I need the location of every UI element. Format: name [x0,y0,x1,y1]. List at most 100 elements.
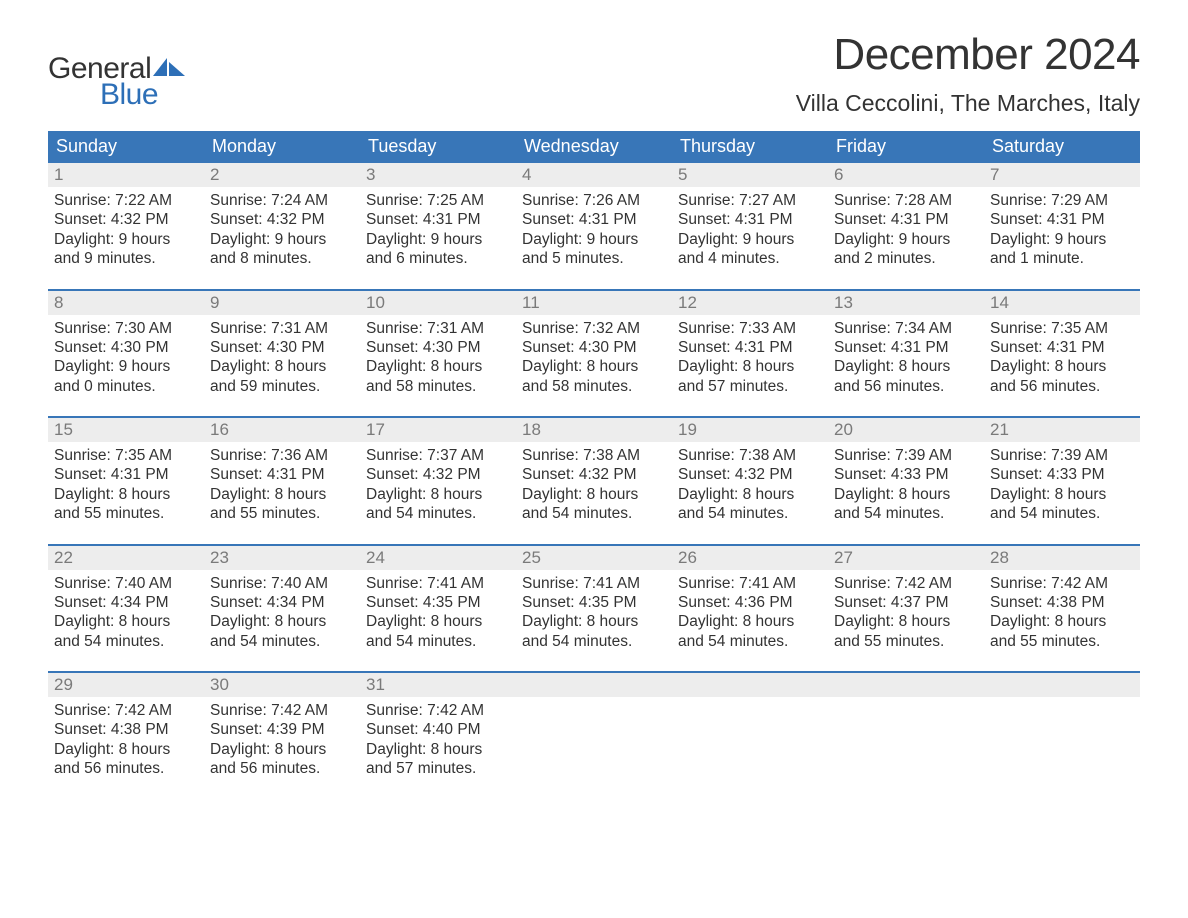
day-number [828,673,984,697]
day-sunset: Sunset: 4:35 PM [366,593,510,612]
day-sunrise: Sunrise: 7:35 AM [990,319,1134,338]
day-sunrise: Sunrise: 7:40 AM [54,574,198,593]
day-sunrise: Sunrise: 7:42 AM [210,701,354,720]
weekday-header: Saturday [984,131,1140,163]
day-d1: Daylight: 8 hours [210,485,354,504]
calendar-day [516,673,672,785]
day-sunset: Sunset: 4:31 PM [990,338,1134,357]
page-title: December 2024 [796,30,1140,80]
day-body: Sunrise: 7:42 AMSunset: 4:40 PMDaylight:… [360,697,516,785]
day-body: Sunrise: 7:42 AMSunset: 4:39 PMDaylight:… [204,697,360,785]
day-sunset: Sunset: 4:31 PM [522,210,666,229]
day-d2: and 54 minutes. [210,632,354,651]
day-sunset: Sunset: 4:30 PM [54,338,198,357]
day-sunrise: Sunrise: 7:31 AM [366,319,510,338]
day-sunset: Sunset: 4:33 PM [834,465,978,484]
day-body: Sunrise: 7:35 AMSunset: 4:31 PMDaylight:… [48,442,204,530]
weeks-container: 1Sunrise: 7:22 AMSunset: 4:32 PMDaylight… [48,163,1140,785]
calendar-day: 15Sunrise: 7:35 AMSunset: 4:31 PMDayligh… [48,418,204,530]
day-number: 21 [984,418,1140,442]
calendar-day: 19Sunrise: 7:38 AMSunset: 4:32 PMDayligh… [672,418,828,530]
day-sunrise: Sunrise: 7:42 AM [366,701,510,720]
day-body: Sunrise: 7:30 AMSunset: 4:30 PMDaylight:… [48,315,204,403]
day-d1: Daylight: 9 hours [54,357,198,376]
day-number: 16 [204,418,360,442]
day-d1: Daylight: 8 hours [990,612,1134,631]
day-body: Sunrise: 7:22 AMSunset: 4:32 PMDaylight:… [48,187,204,275]
day-sunrise: Sunrise: 7:42 AM [990,574,1134,593]
day-sunrise: Sunrise: 7:34 AM [834,319,978,338]
day-number: 17 [360,418,516,442]
weekday-header: Tuesday [360,131,516,163]
calendar-day: 10Sunrise: 7:31 AMSunset: 4:30 PMDayligh… [360,291,516,403]
calendar-day: 4Sunrise: 7:26 AMSunset: 4:31 PMDaylight… [516,163,672,275]
day-sunset: Sunset: 4:37 PM [834,593,978,612]
brand-logo: General Blue [48,52,187,112]
day-d1: Daylight: 8 hours [366,357,510,376]
day-sunset: Sunset: 4:30 PM [366,338,510,357]
day-number: 2 [204,163,360,187]
day-body: Sunrise: 7:31 AMSunset: 4:30 PMDaylight:… [204,315,360,403]
day-number: 13 [828,291,984,315]
day-d2: and 0 minutes. [54,377,198,396]
day-d1: Daylight: 8 hours [366,612,510,631]
day-body: Sunrise: 7:42 AMSunset: 4:38 PMDaylight:… [984,570,1140,658]
day-number: 7 [984,163,1140,187]
day-sunrise: Sunrise: 7:33 AM [678,319,822,338]
day-d2: and 1 minute. [990,249,1134,268]
day-d1: Daylight: 8 hours [834,357,978,376]
day-body: Sunrise: 7:29 AMSunset: 4:31 PMDaylight:… [984,187,1140,275]
day-d1: Daylight: 8 hours [210,357,354,376]
day-sunrise: Sunrise: 7:31 AM [210,319,354,338]
day-d1: Daylight: 8 hours [210,740,354,759]
day-d1: Daylight: 9 hours [522,230,666,249]
day-sunset: Sunset: 4:31 PM [210,465,354,484]
day-d2: and 55 minutes. [54,504,198,523]
day-d1: Daylight: 8 hours [678,612,822,631]
week-row: 1Sunrise: 7:22 AMSunset: 4:32 PMDaylight… [48,163,1140,275]
day-body: Sunrise: 7:24 AMSunset: 4:32 PMDaylight:… [204,187,360,275]
calendar-day: 12Sunrise: 7:33 AMSunset: 4:31 PMDayligh… [672,291,828,403]
day-body: Sunrise: 7:42 AMSunset: 4:38 PMDaylight:… [48,697,204,785]
day-d1: Daylight: 8 hours [522,485,666,504]
calendar-day: 24Sunrise: 7:41 AMSunset: 4:35 PMDayligh… [360,546,516,658]
week-row: 22Sunrise: 7:40 AMSunset: 4:34 PMDayligh… [48,544,1140,658]
day-body: Sunrise: 7:25 AMSunset: 4:31 PMDaylight:… [360,187,516,275]
day-body: Sunrise: 7:28 AMSunset: 4:31 PMDaylight:… [828,187,984,275]
day-sunrise: Sunrise: 7:40 AM [210,574,354,593]
day-number: 8 [48,291,204,315]
day-d1: Daylight: 8 hours [54,740,198,759]
day-sunset: Sunset: 4:31 PM [678,338,822,357]
calendar-day: 9Sunrise: 7:31 AMSunset: 4:30 PMDaylight… [204,291,360,403]
day-sunrise: Sunrise: 7:36 AM [210,446,354,465]
calendar-day [984,673,1140,785]
day-sunrise: Sunrise: 7:24 AM [210,191,354,210]
day-d2: and 54 minutes. [54,632,198,651]
calendar: Sunday Monday Tuesday Wednesday Thursday… [48,131,1140,785]
calendar-day: 26Sunrise: 7:41 AMSunset: 4:36 PMDayligh… [672,546,828,658]
day-body: Sunrise: 7:39 AMSunset: 4:33 PMDaylight:… [828,442,984,530]
calendar-day: 3Sunrise: 7:25 AMSunset: 4:31 PMDaylight… [360,163,516,275]
day-d2: and 57 minutes. [678,377,822,396]
day-sunrise: Sunrise: 7:42 AM [54,701,198,720]
day-sunrise: Sunrise: 7:38 AM [522,446,666,465]
day-sunset: Sunset: 4:34 PM [54,593,198,612]
day-sunset: Sunset: 4:32 PM [522,465,666,484]
day-number: 24 [360,546,516,570]
calendar-day: 17Sunrise: 7:37 AMSunset: 4:32 PMDayligh… [360,418,516,530]
calendar-day: 30Sunrise: 7:42 AMSunset: 4:39 PMDayligh… [204,673,360,785]
day-d1: Daylight: 8 hours [678,357,822,376]
day-d1: Daylight: 9 hours [366,230,510,249]
day-sunset: Sunset: 4:31 PM [678,210,822,229]
day-number: 18 [516,418,672,442]
day-d1: Daylight: 8 hours [678,485,822,504]
day-body: Sunrise: 7:37 AMSunset: 4:32 PMDaylight:… [360,442,516,530]
day-sunrise: Sunrise: 7:41 AM [678,574,822,593]
day-d2: and 56 minutes. [834,377,978,396]
day-body: Sunrise: 7:38 AMSunset: 4:32 PMDaylight:… [672,442,828,530]
calendar-day: 11Sunrise: 7:32 AMSunset: 4:30 PMDayligh… [516,291,672,403]
day-d1: Daylight: 8 hours [990,485,1134,504]
calendar-day [672,673,828,785]
day-sunset: Sunset: 4:38 PM [990,593,1134,612]
day-number [672,673,828,697]
